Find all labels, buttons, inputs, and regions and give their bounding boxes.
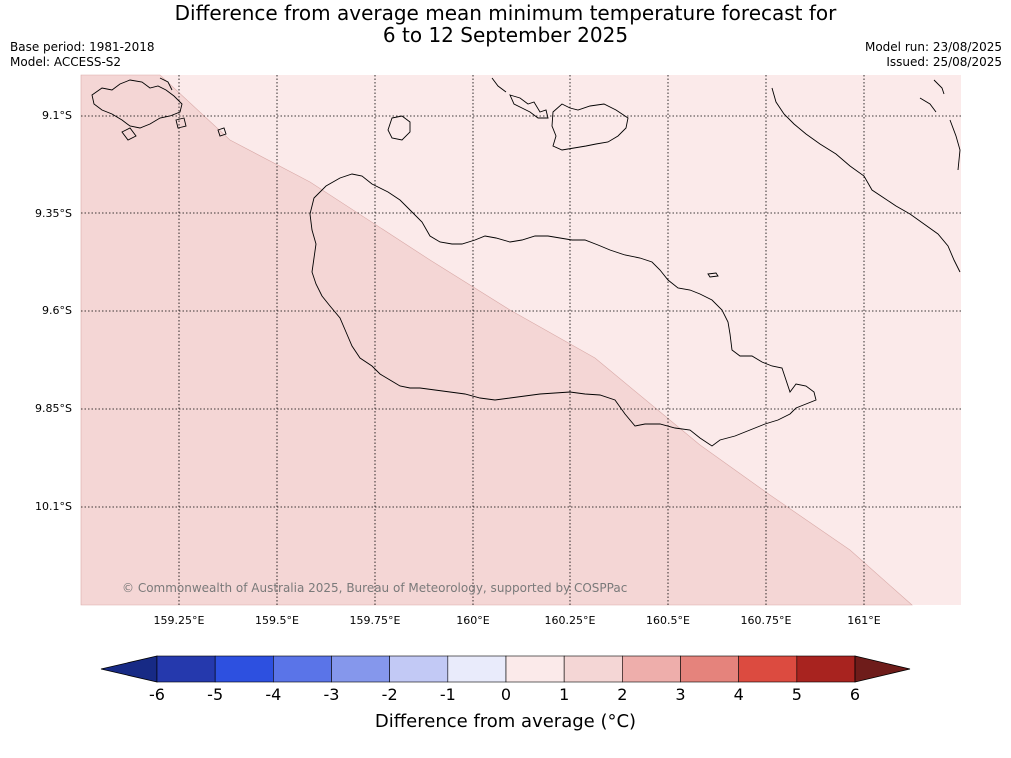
colorbar-segment xyxy=(796,655,856,683)
latitude-label: 9.1°S xyxy=(42,109,72,122)
latitude-label: 9.35°S xyxy=(35,207,72,220)
map-title-line1: Difference from average mean minimum tem… xyxy=(174,1,837,25)
colorbar-tick-label: 1 xyxy=(559,685,570,704)
colorbar-tick-label: -4 xyxy=(265,685,282,704)
colorbar-extension-low xyxy=(100,655,158,683)
model-run-text: Model run: 23/08/2025 xyxy=(864,40,1002,54)
colorbar xyxy=(100,655,911,683)
colorbar-segment xyxy=(156,655,216,683)
copyright-text: © Commonwealth of Australia 2025, Bureau… xyxy=(122,581,628,595)
colorbar-tick-label: -1 xyxy=(439,685,456,704)
longitude-label: 159.5°E xyxy=(255,614,299,627)
issued-text: Issued: 25/08/2025 xyxy=(886,55,1002,69)
colorbar-segment xyxy=(331,655,390,683)
longitude-label: 160.25°E xyxy=(544,614,596,627)
latitude-label: 9.85°S xyxy=(35,402,72,415)
colorbar-tick-label: 0 xyxy=(500,685,512,704)
longitude-label: 159.75°E xyxy=(349,614,401,627)
longitude-label: 160.75°E xyxy=(740,614,792,627)
colorbar-tick-label: -2 xyxy=(381,685,398,704)
map-gridlines xyxy=(81,75,961,605)
colorbar-segment xyxy=(273,655,332,683)
colorbar-tick-label: 3 xyxy=(675,685,686,704)
colorbar-segment xyxy=(505,655,565,683)
colorbar-tick-label: 5 xyxy=(791,685,802,704)
latitude-label: 10.1°S xyxy=(35,500,72,513)
map-title-line2: 6 to 12 September 2025 xyxy=(382,23,629,47)
colorbar-segment xyxy=(214,655,274,683)
colorbar-tick-label: 4 xyxy=(733,685,744,704)
model-text: Model: ACCESS-S2 xyxy=(10,55,122,69)
colorbar-segment xyxy=(622,655,681,683)
colorbar-segment xyxy=(447,655,507,683)
colorbar-segment xyxy=(738,655,798,683)
colorbar-tick-label: 6 xyxy=(849,685,861,704)
colorbar-segment xyxy=(680,655,739,683)
colorbar-segment xyxy=(389,655,449,683)
colorbar-segment xyxy=(563,655,623,683)
colorbar-tick-label: -5 xyxy=(207,685,224,704)
map-fill-one-to-two xyxy=(80,74,913,606)
base-period-text: Base period: 1981-2018 xyxy=(10,40,155,54)
colorbar-tick-label: -3 xyxy=(323,685,340,704)
latitude-label: 9.6°S xyxy=(42,304,72,317)
longitude-label: 161°E xyxy=(847,614,881,627)
longitude-label: 159.25°E xyxy=(153,614,205,627)
colorbar-tick-label: -6 xyxy=(149,685,165,704)
coastlines xyxy=(91,77,961,447)
longitude-label: 160.5°E xyxy=(646,614,690,627)
longitude-label: 160°E xyxy=(456,614,490,627)
colorbar-tick-label: 2 xyxy=(617,685,628,704)
colorbar-title: Difference from average (°C) xyxy=(374,711,637,732)
colorbar-extension-high xyxy=(854,655,911,683)
